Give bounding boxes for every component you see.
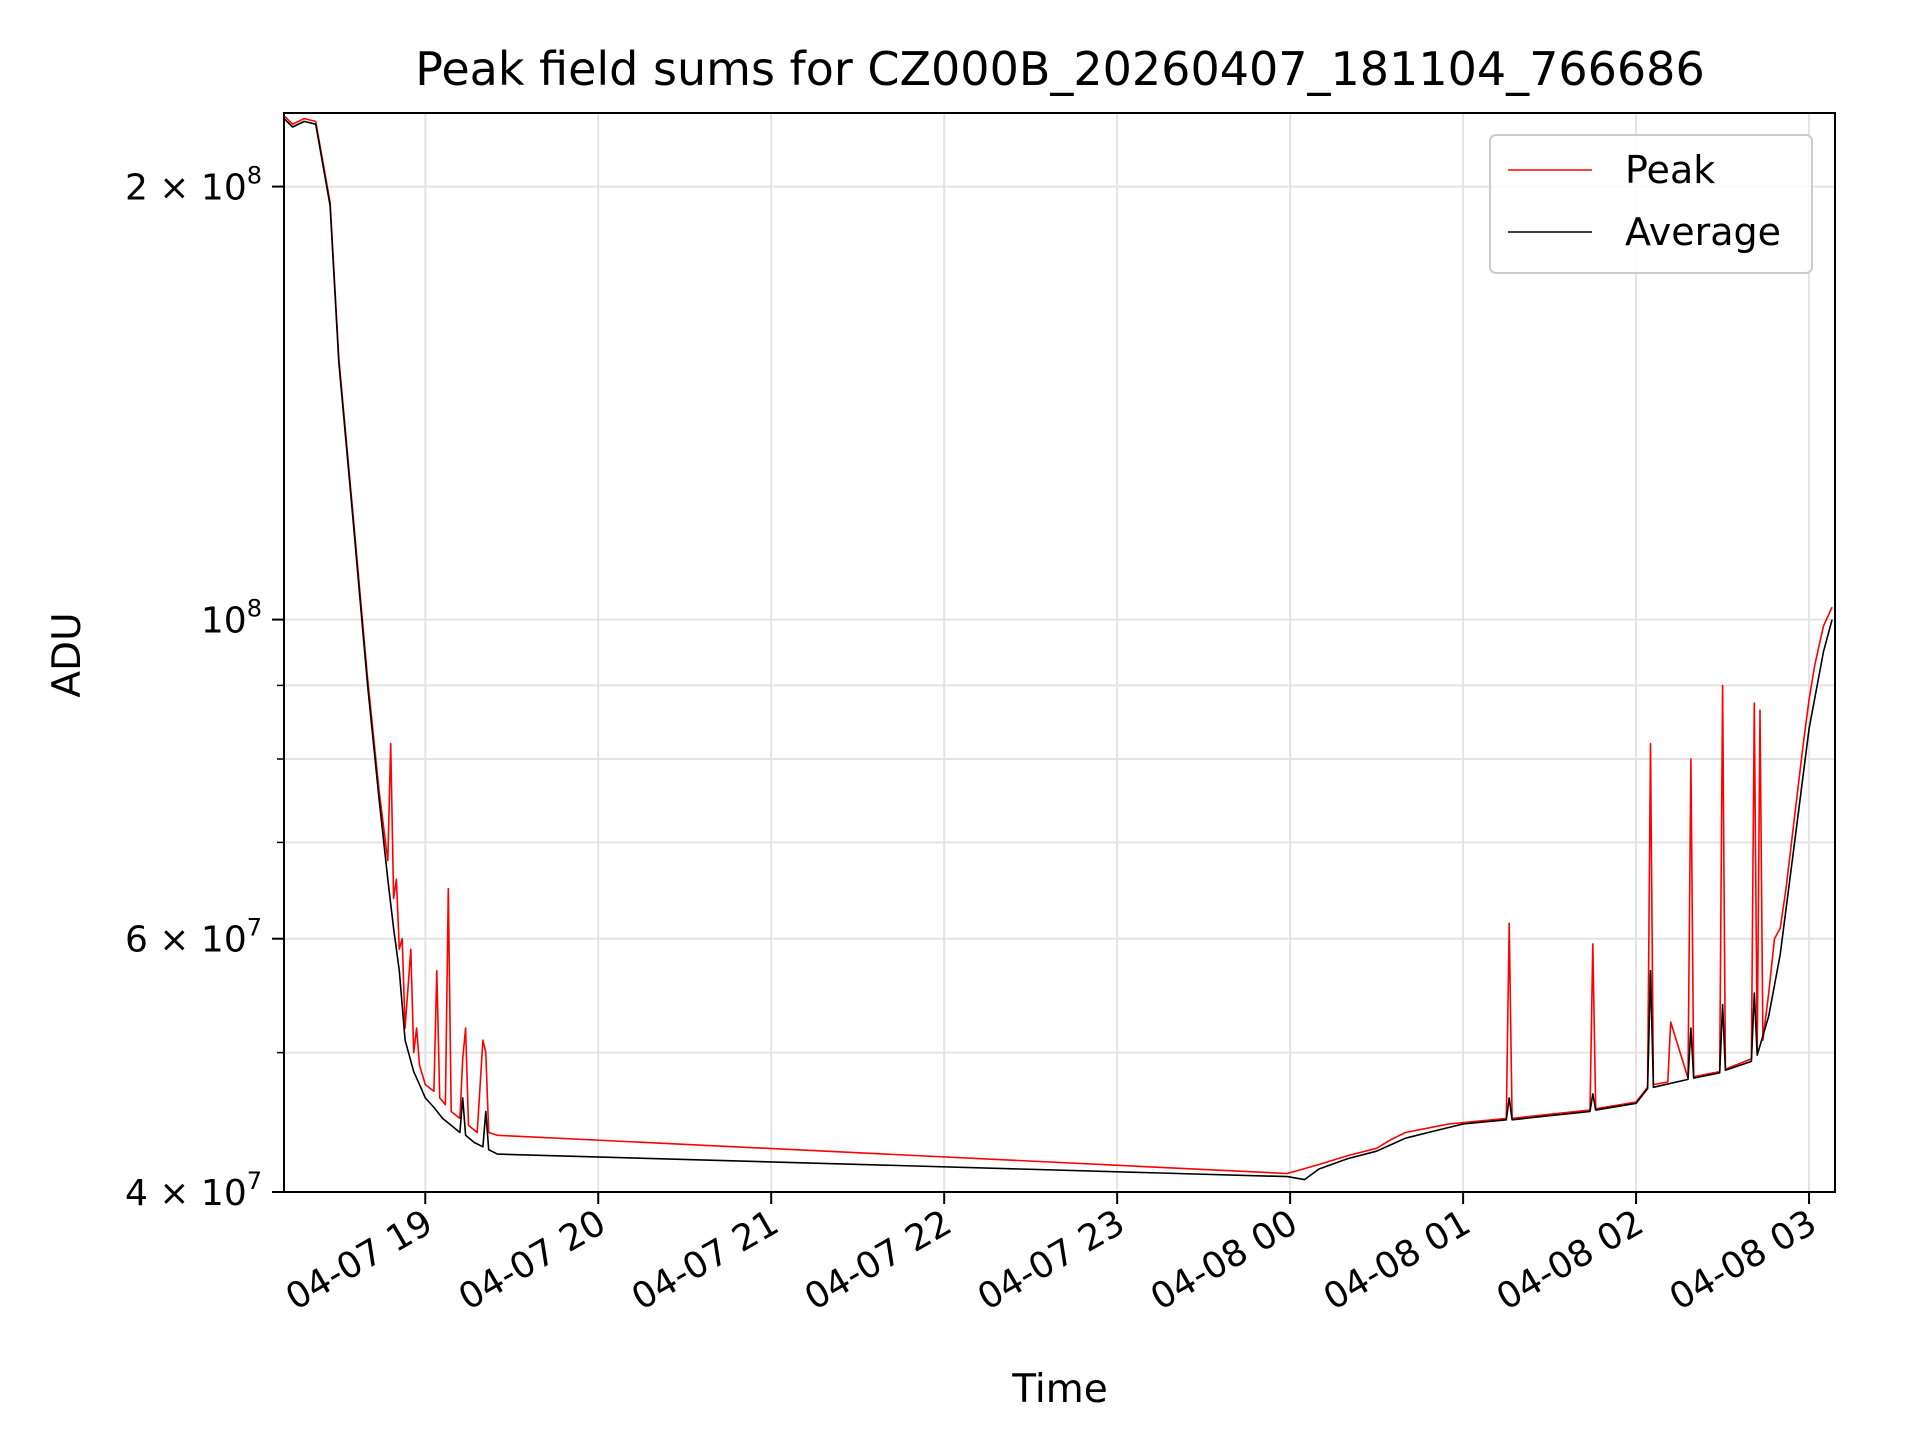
series-layer — [283, 115, 1833, 1181]
y-axis-label: ADU — [45, 612, 90, 697]
y-tick-label: 4 × 107 — [125, 1167, 262, 1214]
chart-title: Peak field sums for CZ000B_20260407_1811… — [415, 42, 1704, 96]
legend-label-peak: Peak — [1625, 148, 1715, 192]
series-line-peak — [283, 115, 1833, 1175]
plot-frame — [283, 112, 1836, 1193]
y-tick-label: 2 × 108 — [125, 162, 262, 209]
y-tick-label: 108 — [201, 595, 262, 642]
x-axis-label: Time — [1011, 1367, 1107, 1412]
y-tick-label: 6 × 107 — [125, 914, 262, 961]
legend-label-average: Average — [1625, 210, 1781, 254]
legend: Peak Average — [1489, 134, 1813, 274]
series-line-average — [283, 118, 1833, 1181]
y-axis: 4 × 107 6 × 107 108 2 × 108 — [125, 162, 284, 1214]
